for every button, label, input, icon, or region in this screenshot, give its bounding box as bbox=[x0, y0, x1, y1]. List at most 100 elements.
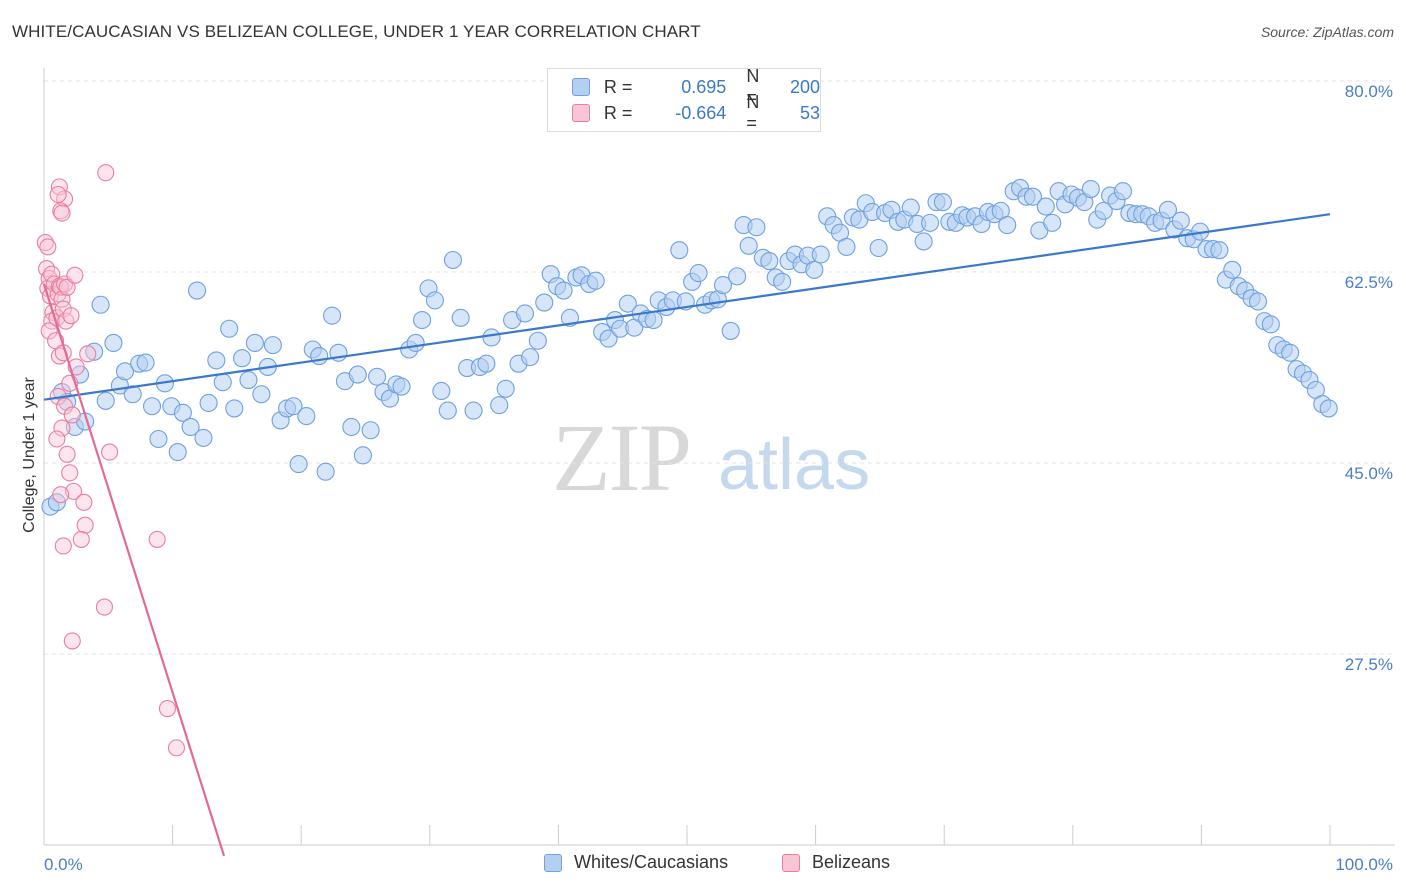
point-whites bbox=[149, 429, 168, 449]
point-belizeans bbox=[66, 266, 84, 284]
point-whites bbox=[670, 241, 689, 260]
trend-line-belizeans bbox=[42, 283, 226, 857]
point-belizeans bbox=[72, 530, 90, 548]
point-whites bbox=[368, 367, 387, 386]
legend-n-label: N = bbox=[746, 66, 760, 107]
point-whites bbox=[245, 333, 264, 352]
legend-n-label: N = bbox=[746, 92, 760, 133]
legend-item-belizeans[interactable]: Belizeans bbox=[782, 852, 890, 873]
point-whites bbox=[213, 373, 232, 392]
point-whites bbox=[207, 351, 226, 370]
point-whites bbox=[353, 446, 372, 465]
point-whites bbox=[554, 281, 573, 300]
point-whites bbox=[933, 193, 952, 212]
point-whites bbox=[1023, 187, 1042, 206]
series-whites-points bbox=[41, 178, 1338, 516]
point-whites bbox=[310, 346, 329, 366]
point-whites bbox=[348, 365, 367, 384]
series-belizeans-points bbox=[36, 164, 186, 757]
point-whites bbox=[342, 417, 361, 437]
point-whites bbox=[85, 342, 104, 361]
point-belizeans bbox=[65, 482, 83, 500]
point-whites bbox=[805, 260, 824, 279]
x-tick-label-min: 0.0% bbox=[44, 855, 83, 874]
point-belizeans bbox=[75, 493, 93, 511]
legend-label-belizeans: Belizeans bbox=[812, 852, 891, 872]
y-tick-label: 80.0% bbox=[1345, 82, 1393, 101]
point-whites bbox=[406, 333, 425, 352]
point-whites bbox=[104, 333, 123, 352]
point-whites bbox=[297, 407, 316, 426]
y-tick-label: 27.5% bbox=[1345, 655, 1393, 674]
point-belizeans bbox=[43, 265, 61, 283]
point-whites bbox=[811, 245, 830, 264]
point-whites bbox=[1094, 201, 1113, 220]
point-whites bbox=[168, 443, 187, 462]
point-whites bbox=[1248, 292, 1268, 311]
legend-item-whites[interactable]: Whites/Caucasians bbox=[544, 852, 728, 873]
point-belizeans bbox=[63, 406, 81, 424]
point-whites bbox=[181, 417, 200, 437]
point-whites bbox=[644, 310, 663, 330]
point-whites bbox=[443, 250, 462, 270]
point-whites bbox=[1043, 213, 1062, 232]
point-whites bbox=[490, 396, 509, 415]
point-whites bbox=[413, 310, 432, 330]
grid-lines bbox=[44, 80, 1395, 655]
point-whites bbox=[284, 397, 303, 416]
point-belizeans bbox=[49, 185, 67, 204]
point-whites bbox=[901, 198, 920, 217]
point-whites bbox=[1158, 200, 1178, 219]
point-whites bbox=[136, 353, 155, 372]
legend-row-belizeans: R = -0.664 N = 53 bbox=[572, 92, 820, 133]
stats-legend: R = 0.695 N = 200 R = -0.664 N = 53 bbox=[547, 66, 821, 133]
point-whites bbox=[869, 238, 888, 258]
point-whites bbox=[760, 252, 779, 271]
point-whites bbox=[199, 393, 218, 413]
point-whites bbox=[361, 421, 380, 440]
point-whites bbox=[528, 331, 547, 350]
point-whites bbox=[225, 399, 244, 418]
point-whites bbox=[1081, 180, 1100, 199]
chart-title: WHITE/CAUCASIAN VS BELIZEAN COLLEGE, UND… bbox=[12, 22, 701, 41]
point-whites bbox=[739, 236, 758, 255]
point-whites bbox=[721, 321, 740, 340]
point-whites bbox=[451, 308, 470, 327]
point-whites bbox=[747, 218, 766, 237]
point-whites bbox=[91, 295, 110, 314]
point-whites bbox=[482, 328, 501, 347]
point-belizeans bbox=[53, 419, 71, 437]
point-whites bbox=[773, 272, 792, 291]
point-belizeans bbox=[62, 307, 80, 325]
point-whites bbox=[194, 428, 213, 447]
point-whites bbox=[713, 276, 733, 295]
point-belizeans bbox=[95, 598, 113, 616]
point-belizeans bbox=[76, 516, 94, 534]
point-whites bbox=[187, 281, 207, 300]
point-whites bbox=[515, 304, 535, 323]
trend-lines bbox=[42, 213, 1331, 857]
point-whites bbox=[392, 377, 411, 396]
legend-r-label: R = bbox=[603, 102, 633, 123]
legend-n-value: 53 bbox=[799, 102, 820, 123]
point-whites bbox=[96, 391, 115, 410]
point-belizeans bbox=[61, 464, 79, 482]
point-whites bbox=[1319, 399, 1338, 418]
point-whites bbox=[728, 267, 747, 286]
legend-r-value: 0.695 bbox=[681, 76, 727, 97]
point-belizeans bbox=[79, 345, 97, 363]
point-whites bbox=[252, 385, 271, 404]
point-whites bbox=[425, 291, 444, 310]
point-whites bbox=[47, 493, 66, 512]
point-whites bbox=[464, 401, 483, 420]
series-legend: Whites/Caucasians Belizeans bbox=[0, 852, 1406, 876]
x-tick-label-max: 100.0% bbox=[1335, 855, 1393, 874]
y-tick-label: 45.0% bbox=[1345, 464, 1393, 483]
point-whites bbox=[173, 403, 192, 422]
point-whites bbox=[115, 362, 135, 381]
watermark-zip: ZIP bbox=[552, 404, 692, 511]
point-whites bbox=[914, 232, 933, 251]
point-whites bbox=[142, 397, 162, 416]
legend-r-value: -0.664 bbox=[675, 102, 727, 123]
